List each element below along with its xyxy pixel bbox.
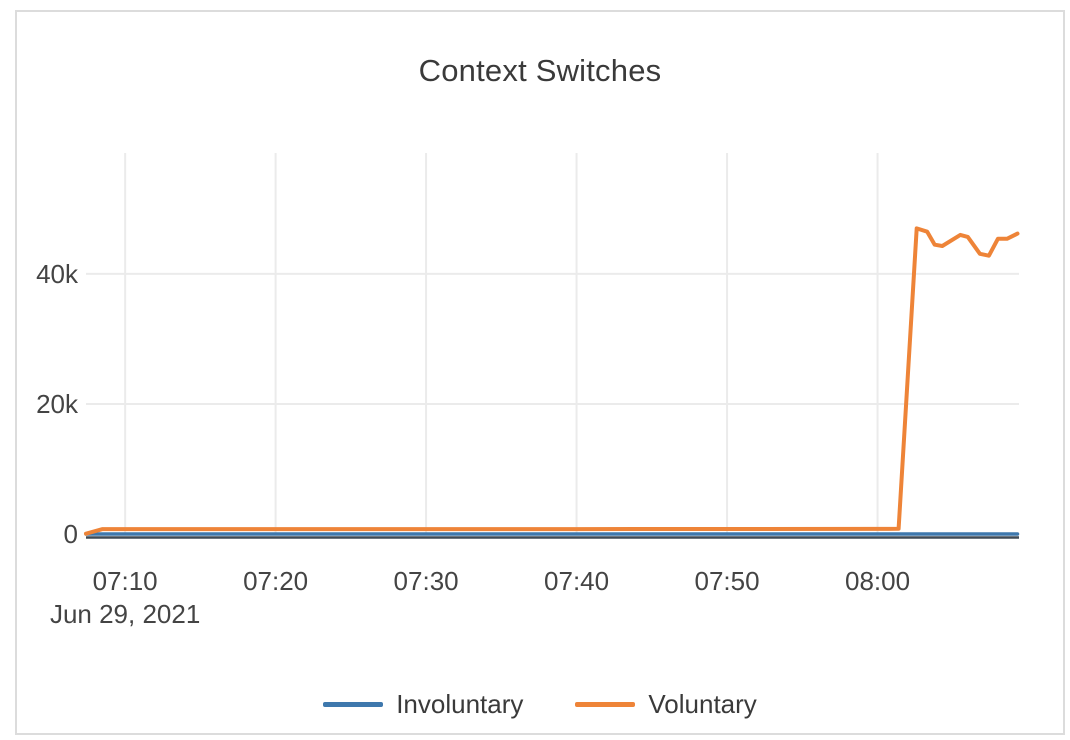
legend-label-voluntary: Voluntary <box>648 689 757 719</box>
x-tick-label: 07:10 <box>93 566 158 596</box>
legend-item-involuntary[interactable]: Involuntary <box>323 689 523 720</box>
legend-item-voluntary[interactable]: Voluntary <box>575 689 757 720</box>
legend-swatch-involuntary <box>323 702 384 707</box>
legend: Involuntary Voluntary <box>17 689 1063 720</box>
x-tick-label: 07:50 <box>695 566 760 596</box>
y-tick-label: 20k <box>36 389 79 419</box>
y-tick-label: 0 <box>64 519 78 549</box>
x-tick-label: 08:00 <box>845 566 910 596</box>
series-line-voluntary <box>84 226 1020 536</box>
x-axis-date-label: Jun 29, 2021 <box>50 599 200 629</box>
legend-label-involuntary: Involuntary <box>396 689 524 719</box>
chart-card: Context Switches 0 20k 40k 07:10 07:20 07:30 0… <box>15 10 1065 735</box>
x-tick-label: 07:30 <box>394 566 459 596</box>
y-tick-label: 40k <box>36 259 79 289</box>
legend-swatch-voluntary <box>575 702 636 707</box>
chart-title: Context Switches <box>418 53 662 88</box>
plot-area: 0 20k 40k 07:10 07:20 07:30 07:40 07:50 08:00 Jun… <box>36 153 1020 629</box>
x-tick-label: 07:40 <box>544 566 609 596</box>
x-tick-label: 07:20 <box>243 566 308 596</box>
